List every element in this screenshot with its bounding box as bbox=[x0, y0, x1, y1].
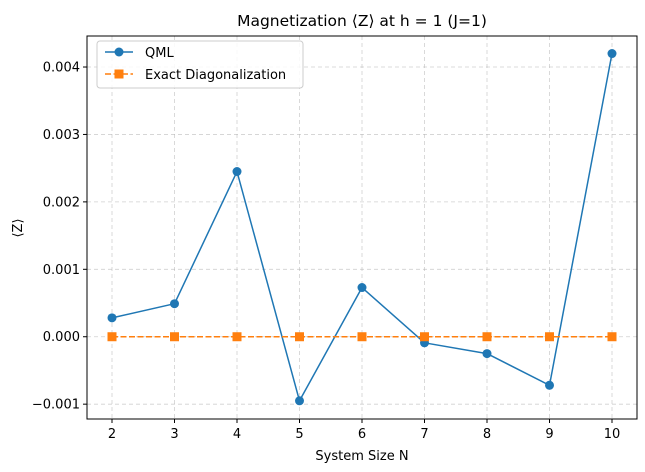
x-axis-label: System Size N bbox=[315, 449, 408, 464]
data-point-qml bbox=[607, 49, 617, 59]
legend-box bbox=[96, 40, 304, 89]
data-point-exact-diagonalization bbox=[295, 332, 304, 342]
y-tick-label: 0.003 bbox=[43, 128, 80, 143]
x-tick-label: 8 bbox=[483, 427, 491, 442]
legend-label-exact: Exact Diagonalization bbox=[145, 68, 286, 83]
data-point-exact-diagonalization bbox=[607, 332, 617, 342]
data-point-exact-diagonalization bbox=[107, 332, 117, 342]
legend: QML Exact Diagonalization bbox=[96, 40, 304, 89]
y-tick-label: 0.004 bbox=[43, 61, 80, 76]
legend-label-qml: QML bbox=[145, 46, 174, 61]
x-tick-label: 5 bbox=[295, 427, 303, 442]
y-tick-label: 0.001 bbox=[43, 263, 80, 278]
x-tick-label: 7 bbox=[420, 427, 428, 442]
y-tick-label: −0.001 bbox=[32, 398, 80, 413]
legend-marker-qml bbox=[114, 47, 124, 57]
x-tick-label: 6 bbox=[358, 427, 366, 442]
data-point-exact-diagonalization bbox=[357, 332, 367, 342]
y-tick-label: 0.002 bbox=[43, 195, 80, 210]
series-layer bbox=[107, 49, 617, 406]
data-point-exact-diagonalization bbox=[545, 332, 554, 342]
data-point-exact-diagonalization bbox=[170, 332, 179, 342]
data-point-exact-diagonalization bbox=[232, 332, 242, 342]
x-tick-label: 2 bbox=[108, 427, 116, 442]
x-tick-label: 9 bbox=[545, 427, 553, 442]
data-point-qml bbox=[295, 396, 304, 406]
chart-title: Magnetization ⟨Z⟩ at h = 1 (J=1) bbox=[237, 12, 487, 30]
data-point-qml bbox=[357, 283, 367, 293]
y-axis-ticks: −0.001 0.000 0.001 0.002 0.003 0.004 bbox=[32, 61, 87, 413]
data-point-qml bbox=[545, 380, 554, 390]
x-tick-label: 3 bbox=[170, 427, 178, 442]
data-point-qml bbox=[107, 313, 117, 323]
x-axis-ticks: 2 3 4 5 6 7 8 9 10 bbox=[108, 419, 620, 442]
data-point-qml bbox=[482, 349, 492, 359]
data-point-exact-diagonalization bbox=[482, 332, 492, 342]
y-axis-label: ⟨Z⟩ bbox=[11, 218, 26, 237]
x-tick-label: 4 bbox=[233, 427, 241, 442]
data-point-qml bbox=[170, 299, 179, 309]
legend-marker-exact bbox=[114, 69, 124, 79]
data-point-qml bbox=[232, 167, 242, 177]
x-tick-label: 10 bbox=[604, 427, 621, 442]
data-point-exact-diagonalization bbox=[420, 332, 429, 342]
y-tick-label: 0.000 bbox=[43, 330, 80, 345]
